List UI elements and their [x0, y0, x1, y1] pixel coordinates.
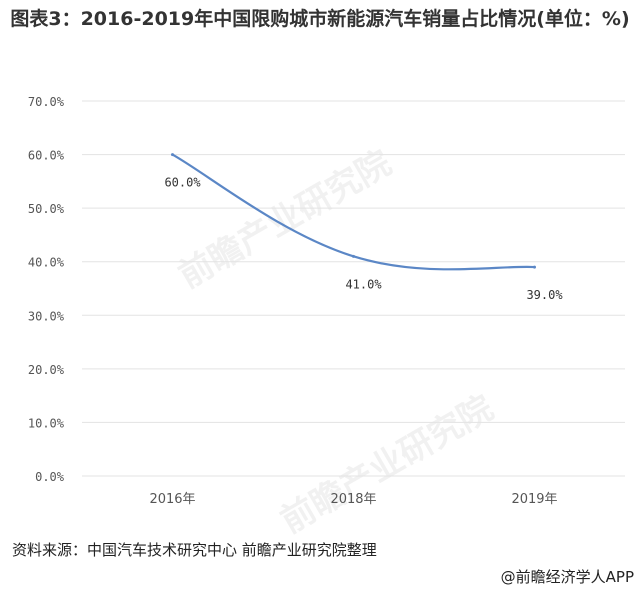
brand-credit: @前瞻经济学人APP [500, 568, 634, 586]
data-point [171, 153, 174, 157]
x-tick-label: 2019年 [511, 492, 557, 507]
y-tick-label: 50.0% [28, 202, 65, 216]
x-tick-label: 2018年 [330, 492, 376, 507]
y-tick-label: 70.0% [28, 95, 65, 109]
y-tick-label: 20.0% [28, 363, 65, 377]
series-line [171, 153, 535, 271]
data-label: 60.0% [164, 176, 201, 190]
data-label: 39.0% [526, 288, 563, 302]
x-tick-label: 2016年 [149, 492, 195, 507]
chart-title: 图表3：2016-2019年中国限购城市新能源汽车销量占比情况(单位：%) [10, 8, 630, 30]
data-point [533, 265, 536, 269]
y-tick-label: 60.0% [28, 149, 65, 163]
y-tick-label: 40.0% [28, 256, 65, 270]
source-note: 资料来源：中国汽车技术研究中心 前瞻产业研究院整理 [12, 541, 377, 559]
y-tick-label: 0.0% [35, 470, 65, 484]
data-label: 41.0% [345, 277, 382, 291]
y-tick-label: 30.0% [28, 309, 65, 323]
data-point [352, 254, 355, 258]
line-chart: 0.0% 10.0% 20.0% 30.0% 40.0% 50.0% 60.0% 70.0% 2… [28, 95, 625, 507]
y-tick-label: 10.0% [28, 416, 65, 430]
